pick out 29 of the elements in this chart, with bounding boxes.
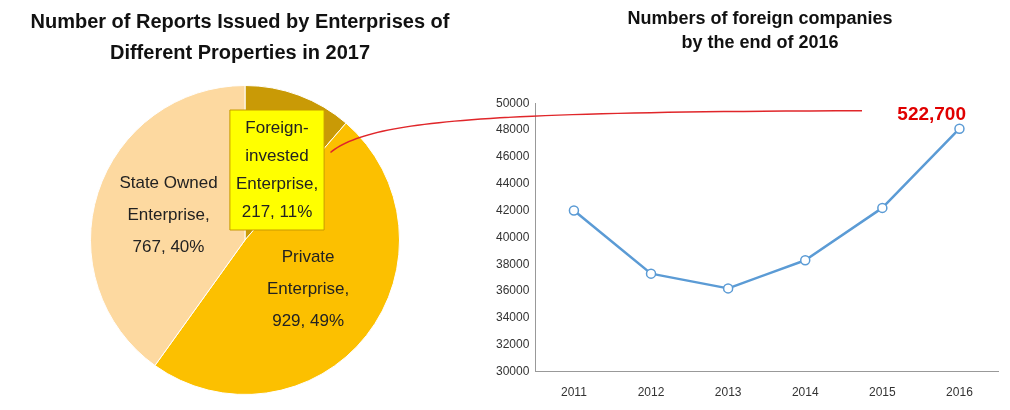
chart-title: Numbers of foreign companies by the end of 2016 (626, 7, 894, 55)
point (568, 205, 580, 216)
y-tick-label: 34000 (495, 310, 530, 325)
x-tick-label: 2012 (637, 385, 665, 400)
y-tick-label: 30000 (495, 363, 530, 378)
x-tick-label: 2015 (868, 385, 897, 400)
y-tick-label: 46000 (495, 149, 530, 164)
slice-label: Private Enterprise, 929, 49% (266, 247, 350, 331)
slice-label: Foreign-invested Enterprise, 217, 11% (235, 117, 319, 221)
y-tick-label: 44000 (495, 176, 530, 191)
point (954, 123, 965, 134)
point (799, 254, 811, 266)
y-tick-label: 50000 (495, 95, 530, 110)
chart-title: Number of Reports Issued by Enterprises of Different Properties in 2017 (29, 9, 451, 65)
y-tick-label: 32000 (495, 337, 530, 352)
point (877, 202, 888, 214)
y-tick-label: 36000 (495, 283, 530, 298)
x-tick-label: 2011 (561, 385, 588, 400)
slice-label: State Owned Enterprise, 767, 40% (119, 173, 218, 257)
x-tick-label: 2013 (714, 385, 742, 400)
point (722, 283, 734, 294)
y-tick-label: 48000 (495, 122, 530, 137)
annotation: 522,700 (897, 103, 966, 125)
x-tick-label: 2014 (791, 385, 819, 400)
x-tick-label: 2016 (946, 385, 974, 400)
y-tick-label: 38000 (495, 256, 530, 271)
y-tick-label: 40000 (495, 229, 530, 244)
y-tick-label: 42000 (495, 202, 530, 217)
point (645, 268, 657, 279)
